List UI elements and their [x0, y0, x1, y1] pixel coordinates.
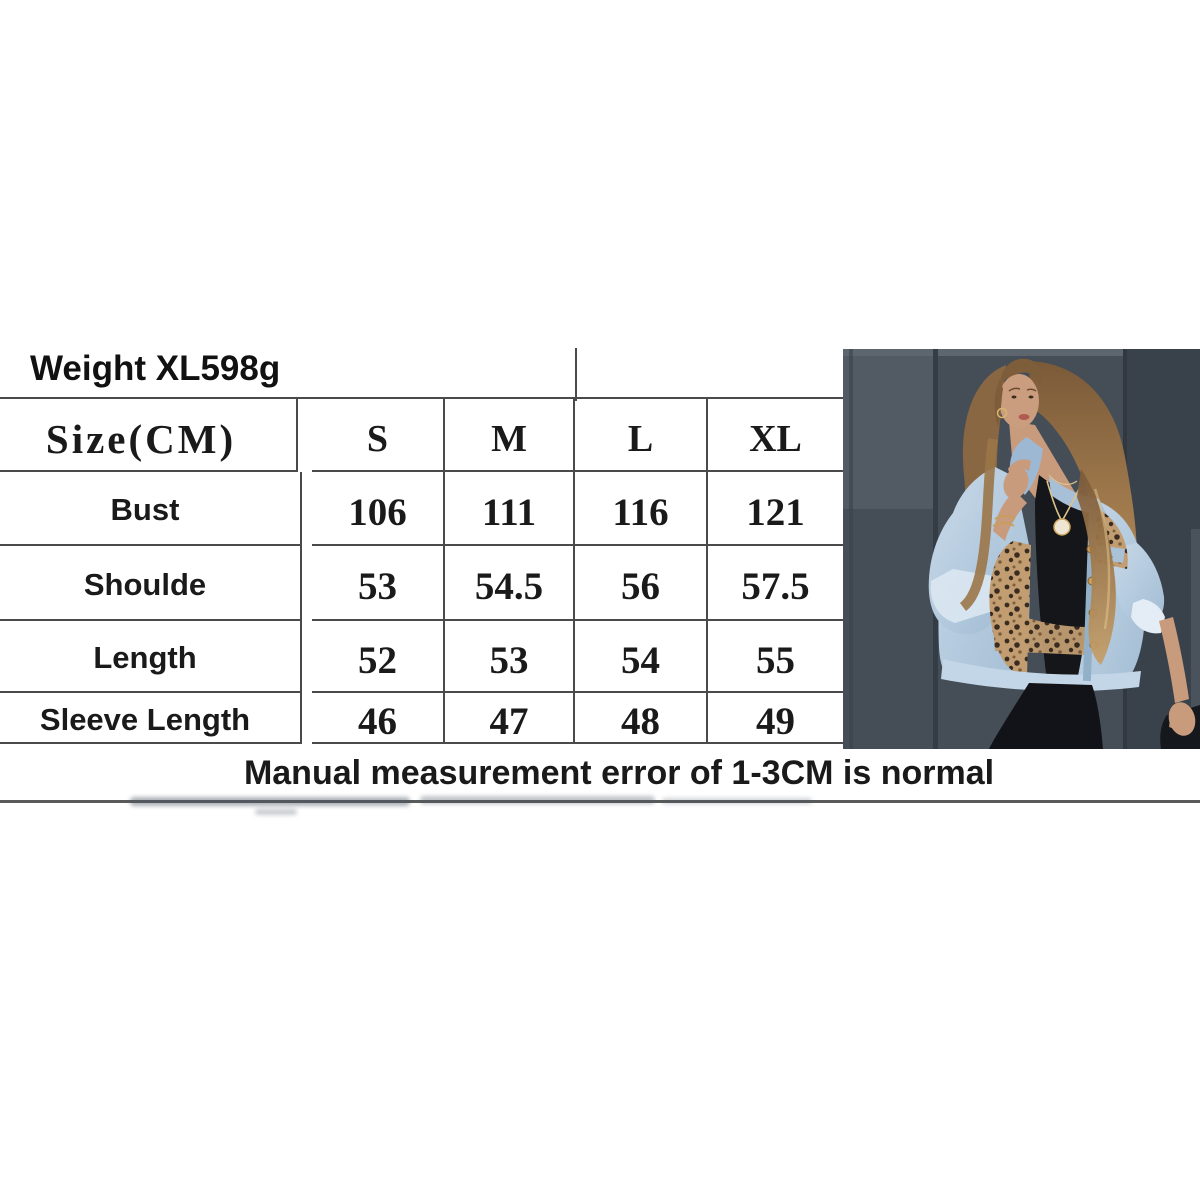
- weight-note: Weight XL598g: [30, 349, 281, 388]
- black-pants: [989, 683, 1103, 749]
- hair-fringe: [1000, 358, 1042, 387]
- cell-bust-s: 106: [312, 472, 445, 546]
- model-figure: [928, 358, 1200, 749]
- right-cuff: [1131, 599, 1165, 634]
- size-header-m: M: [445, 399, 575, 472]
- measurement-note-row: Manual measurement error of 1-3CM is nor…: [0, 744, 1200, 803]
- cell-length-l: 54: [575, 621, 708, 693]
- hoop-earring: [996, 407, 1008, 419]
- product-photo-illustration: [843, 349, 1200, 749]
- jacket-hem: [941, 659, 1141, 692]
- cell-sleeve-s: 46: [312, 693, 445, 744]
- size-header-l: L: [575, 399, 708, 472]
- cell-bust-m: 111: [445, 472, 575, 546]
- row-label-shoulder: Shoulde: [0, 546, 302, 621]
- row-label-length: Length: [0, 621, 302, 693]
- face: [994, 358, 1042, 428]
- measurement-note: Manual measurement error of 1-3CM is nor…: [243, 753, 995, 792]
- cell-length-m: 53: [445, 621, 575, 693]
- watermark-smudge: [255, 809, 297, 815]
- lips: [1018, 414, 1030, 420]
- bracelets: [992, 515, 1016, 527]
- cell-sleeve-xl: 49: [708, 693, 843, 744]
- header-divider-tick: [575, 348, 577, 401]
- cell-bust-l: 116: [575, 472, 708, 546]
- cell-length-xl: 55: [708, 621, 843, 693]
- watermark-smudge: [662, 798, 812, 804]
- watermark-smudge: [420, 796, 655, 804]
- cell-shoulder-l: 56: [575, 546, 708, 621]
- row-label-sleeve-length: Sleeve Length: [0, 693, 302, 744]
- row-label-bust: Bust: [0, 472, 302, 546]
- right-forearm: [1159, 617, 1189, 703]
- size-header-s: S: [312, 399, 445, 472]
- cell-sleeve-l: 48: [575, 693, 708, 744]
- size-table-header-label: Size(CM): [0, 399, 298, 472]
- watermark-smudge: [130, 797, 410, 806]
- cell-sleeve-m: 47: [445, 693, 575, 744]
- cell-shoulder-xl: 57.5: [708, 546, 843, 621]
- size-header-xl: XL: [708, 399, 843, 472]
- cell-bust-xl: 121: [708, 472, 843, 546]
- cell-shoulder-s: 53: [312, 546, 445, 621]
- cell-shoulder-m: 54.5: [445, 546, 575, 621]
- product-photo: [843, 349, 1200, 749]
- size-table: Size(CM) S M L XL Bust 106 111 116 121 S…: [0, 397, 843, 744]
- left-hand: [1003, 467, 1029, 499]
- necklace: [1046, 474, 1080, 536]
- cell-length-s: 52: [312, 621, 445, 693]
